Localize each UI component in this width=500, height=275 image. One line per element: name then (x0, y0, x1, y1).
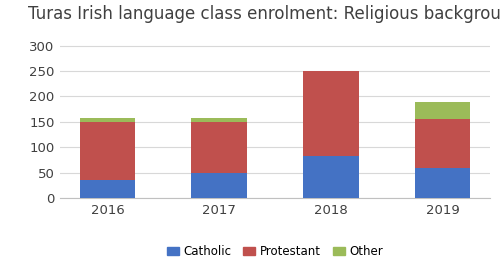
Bar (191, 122, 247, 173)
Bar (303, 156, 359, 198)
Bar (414, 167, 470, 198)
Bar (414, 119, 470, 167)
Bar (191, 173, 247, 198)
Bar (80, 118, 136, 122)
Bar (80, 180, 136, 198)
Bar (414, 101, 470, 119)
Bar (80, 122, 136, 180)
Legend: Catholic, Protestant, Other: Catholic, Protestant, Other (162, 240, 388, 263)
Title: Turas Irish language class enrolment: Religious background: Turas Irish language class enrolment: Re… (28, 5, 500, 23)
Bar (303, 71, 359, 156)
Bar (191, 118, 247, 122)
